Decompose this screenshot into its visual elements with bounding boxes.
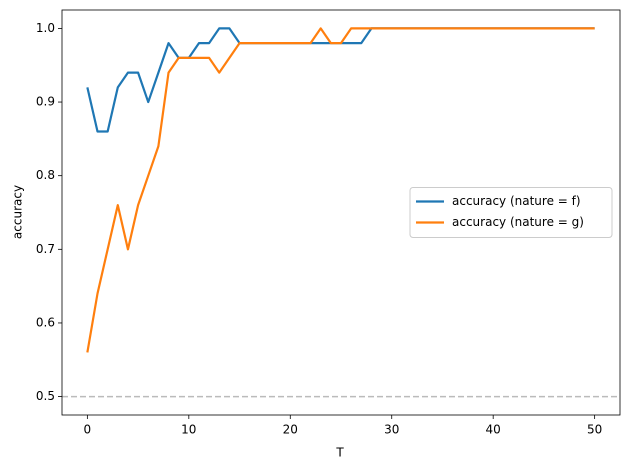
y-tick-label: 0.8 [36, 168, 55, 182]
x-tick-label: 0 [84, 423, 92, 437]
series-line [86, 27, 595, 353]
y-tick-label: 0.6 [36, 315, 55, 329]
plot-frame [61, 9, 621, 416]
x-tick-label: 40 [486, 423, 501, 437]
y-tick-label: 0.7 [36, 242, 55, 256]
x-tick-label: 30 [384, 423, 399, 437]
legend-label: accuracy (nature = f) [452, 194, 581, 208]
legend-label: accuracy (nature = g) [452, 215, 584, 229]
x-tick-label: 50 [587, 423, 602, 437]
y-tick-label: 0.5 [36, 389, 55, 403]
legend-box [409, 187, 613, 238]
x-tick-label: 10 [181, 423, 196, 437]
y-axis-label: accuracy [11, 185, 25, 239]
x-tick-label: 20 [283, 423, 298, 437]
x-axis-label: T [335, 446, 344, 460]
y-tick-label: 0.9 [36, 95, 55, 109]
y-tick-label: 1.0 [36, 21, 55, 35]
